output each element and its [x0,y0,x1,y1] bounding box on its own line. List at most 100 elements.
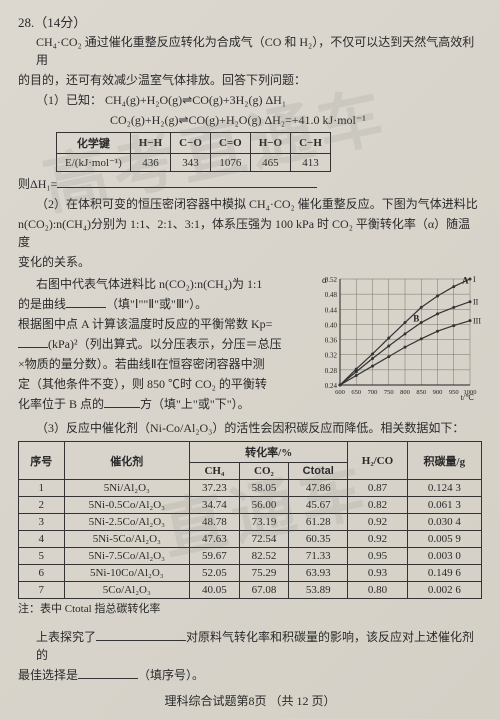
table-cell: 75.29 [239,565,289,582]
svg-text:III: III [473,317,481,326]
fill-blank[interactable] [66,295,106,308]
fill-blank[interactable] [78,666,138,679]
conclusion-line: 最佳选择是 （填序号）。 [18,666,482,684]
table-cell: 47.86 [289,480,348,497]
table-note: 注：表中 Ctotal 指总碳转化率 [18,601,482,618]
table-header: 催化剂 [64,442,190,480]
body-line: 的是曲线 （填"Ⅰ""Ⅱ"或"Ⅲ"）。 [18,295,306,313]
body-line: 右图中代表气体进料比 n(CO₂):n(CH₄)为 1:1 [18,275,306,293]
chart-svg: 0.520.480.440.400.360.320.280.2460065070… [312,273,482,403]
table-header: C−O [171,133,211,154]
table-cell: 5Ni-2.5Co/Al₂O₃ [64,514,190,531]
table-row: 15Ni/Al₂O₃37.2358.0547.860.870.124 3 [19,480,482,497]
svg-text:I: I [473,275,476,284]
table-cell: 0.82 [348,497,407,514]
text: 则ΔH₁= [18,177,57,191]
text: （填"Ⅰ""Ⅱ"或"Ⅲ"）。 [106,297,207,311]
svg-text:600: 600 [335,389,345,396]
svg-text:B: B [413,313,419,323]
table-cell: 72.54 [239,531,289,548]
exam-page: 高考直通车 直通车 28.（14分） CH₄·CO₂ 通过催化重整反应转化为合成… [0,0,500,719]
equation: CO₂(g)+H₂(g)⇌CO(g)+H₂O(g) ΔH₂=+41.0 kJ·m… [18,111,482,129]
body-line: 化率位于 B 点的方（填"上"或"下"）。 [18,395,306,413]
table-cell: 71.33 [289,548,348,565]
table-header: CO₂ [239,463,289,480]
table-header: 转化率/% [190,442,348,463]
table-cell: 63.93 [289,565,348,582]
table-cell: 67.08 [239,582,289,599]
body-line: (kPa)²（列出算式。以分压表示，分压＝总压 [18,335,306,353]
text-column: 右图中代表气体进料比 n(CO₂):n(CH₄)为 1:1 的是曲线 （填"Ⅰ""… [18,273,306,415]
part2-line: 变化的关系。 [18,253,482,271]
table-cell: E/(kJ·mol⁻¹) [57,154,131,172]
table-cell: 48.78 [190,514,240,531]
svg-text:650: 650 [351,389,361,396]
text: 化率位于 B 点的 [18,397,104,411]
intro-line: CH₄·CO₂ 通过催化重整反应转化为合成气（CO 和 H₂），不仅可以达到天然… [18,33,482,69]
svg-text:0.28: 0.28 [325,367,338,375]
table-header: H₂/CO [348,442,407,480]
text-chart-row: 右图中代表气体进料比 n(CO₂):n(CH₄)为 1:1 的是曲线 （填"Ⅰ""… [18,273,482,415]
bond-energy-table: 化学键 H−H C−O C=O H−O C−H E/(kJ·mol⁻¹) 436… [56,132,331,172]
table-cell: 0.149 6 [407,565,481,582]
svg-text:α: α [322,275,327,285]
table-cell: 60.35 [289,531,348,548]
table-cell: 5Ni-0.5Co/Al₂O₃ [64,497,190,514]
table-cell: 7 [19,582,65,599]
text: （填序号）。 [138,668,204,682]
fill-blank[interactable] [57,175,317,188]
table-header: Ctotal [289,463,348,480]
table-cell: 40.05 [190,582,240,599]
svg-text:950: 950 [449,389,459,396]
svg-text:0.48: 0.48 [325,291,338,299]
svg-text:700: 700 [368,389,378,396]
text: 的是曲线 [18,297,66,311]
table-cell: 5Ni-5Co/Al₂O₃ [64,531,190,548]
table-cell: 1076 [210,154,250,172]
part1-text: （1）已知： [36,93,102,107]
body-line: 定（其他条件不变），则 850 ℃时 CO₂ 的平衡转 [18,375,306,393]
text: 最佳选择是 [18,668,78,682]
table-header: C=O [210,133,250,154]
table-header: 积碳量/g [407,442,481,480]
table-header: 化学键 [57,133,131,154]
table-cell: 0.030 4 [407,514,481,531]
table-header: H−O [250,133,290,154]
table-cell: 5Ni-7.5Co/Al₂O₃ [64,548,190,565]
table-row: 45Ni-5Co/Al₂O₃47.6372.5460.350.920.005 9 [19,531,482,548]
table-row: 25Ni-0.5Co/Al₂O₃34.7456.0045.670.820.061… [19,497,482,514]
table-cell: 5Co/Al₂O₃ [64,582,190,599]
table-cell: 0.93 [348,565,407,582]
conclude-line: 则ΔH₁= [18,175,482,193]
table-cell: 45.67 [289,497,348,514]
svg-text:0.32: 0.32 [325,352,338,360]
table-cell: 0.005 9 [407,531,481,548]
part1-label: （1）已知： CH₄(g)+H₂O(g)⇌CO(g)+3H₂(g) ΔH₁ [18,91,482,109]
svg-text:750: 750 [384,389,394,396]
body-line: 根据图中点 A 计算该温度时反应的平衡常数 Kp= [18,315,306,333]
table-cell: 34.74 [190,497,240,514]
svg-text:0.40: 0.40 [325,321,338,329]
table-row: 65Ni-10Co/Al₂O₃52.0575.2963.930.930.149 … [19,565,482,582]
equation: CH₄(g)+H₂O(g)⇌CO(g)+3H₂(g) ΔH₁ [105,93,286,107]
table-row: 55Ni-7.5Co/Al₂O₃59.6782.5271.330.950.003… [19,548,482,565]
table-cell: 61.28 [289,514,348,531]
catalyst-table: 序号 催化剂 转化率/% H₂/CO 积碳量/g CH₄ CO₂ Ctotal … [18,441,482,599]
svg-text:850: 850 [416,389,426,396]
svg-text:t/℃: t/℃ [461,393,474,402]
part3-line: （3）反应中催化剂（Ni-Co/Al₂O₃）的活性会因积碳反应而降低。相关数据如… [18,419,482,437]
fill-blank[interactable] [96,628,186,641]
text: (kPa)²（列出算式。以分压表示，分压＝总压 [48,337,282,351]
table-cell: 5 [19,548,65,565]
table-cell: 52.05 [190,565,240,582]
table-cell: 59.67 [190,548,240,565]
svg-text:800: 800 [400,389,410,396]
table-cell: 5Ni-10Co/Al₂O₃ [64,565,190,582]
body-line: ×物质的量分数）。若曲线Ⅱ在恒容密闭容器中测 [18,355,306,373]
fill-blank[interactable] [104,395,140,408]
conclusion-line: 上表探究了对原料气转化率和积碳量的影响，该反应对上述催化剂的 [18,628,482,664]
table-cell: 56.00 [239,497,289,514]
fill-blank[interactable] [18,335,48,348]
table-header: H−H [130,133,170,154]
intro-line: 的目的，还可有效减少温室气体排放。回答下列问题： [18,71,482,89]
